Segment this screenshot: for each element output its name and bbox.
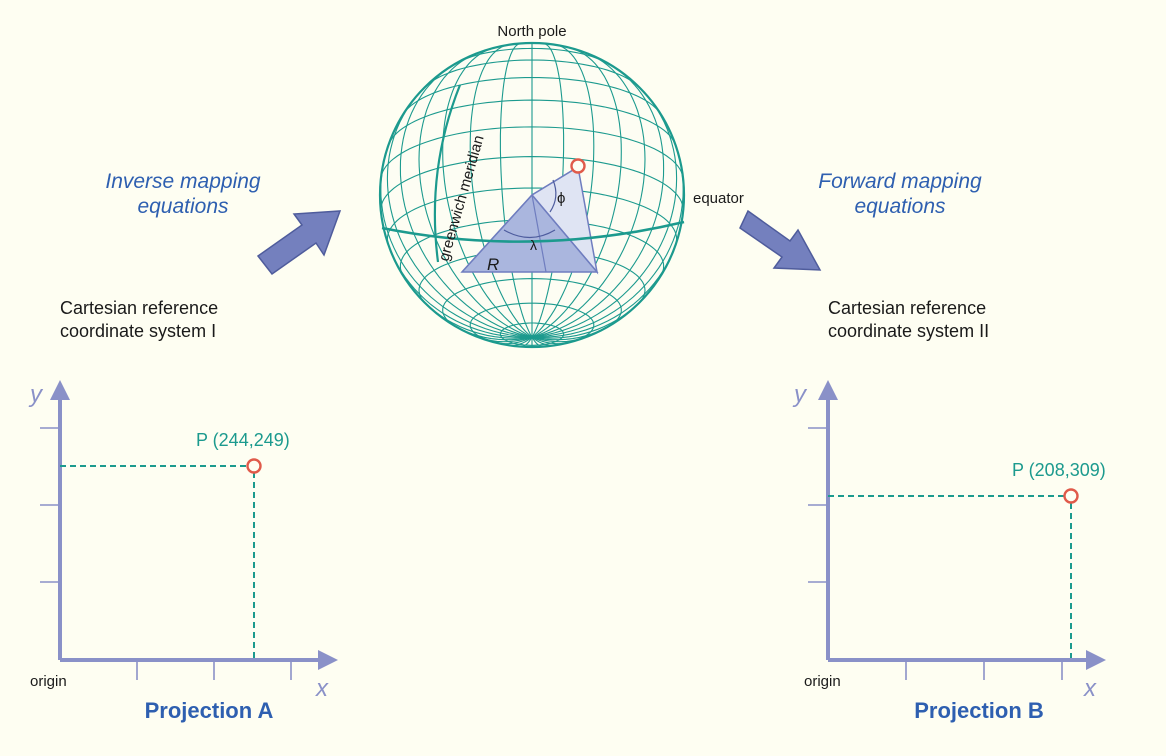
system-a-caption-line2: coordinate system I <box>60 321 216 341</box>
equator-label: equator <box>693 190 744 207</box>
meridian-line <box>418 53 533 338</box>
parallel-line <box>404 76 660 113</box>
parallel-line <box>499 322 565 346</box>
phi-label: ϕ <box>557 190 565 207</box>
meridian-line <box>499 43 533 338</box>
inverse-mapping-line1: Inverse mapping <box>105 170 261 193</box>
meridian-line <box>531 336 555 346</box>
meridian-line <box>531 336 544 348</box>
system-b-caption-line2: coordinate system II <box>828 321 989 341</box>
forward-mapping-line2: equations <box>854 195 946 218</box>
parallel-line <box>442 278 622 327</box>
meridian-line <box>531 325 610 341</box>
projection-b-axes <box>808 380 1106 680</box>
forward-arrow <box>739 209 822 271</box>
projection-b-point-marker <box>1063 488 1079 504</box>
meridian-line <box>454 325 533 341</box>
projection-a-point-marker <box>246 458 262 474</box>
projection-b-y-label: y <box>792 381 808 408</box>
equator-line <box>381 220 685 243</box>
parallel-line <box>456 47 608 64</box>
north-pole-label: North pole <box>497 23 566 40</box>
meridian-line <box>442 48 533 338</box>
projection-b-origin-label: origin <box>804 673 841 690</box>
projection-b-title: Projection B <box>914 698 1044 723</box>
projection-a-x-label: x <box>315 675 329 702</box>
projection-a-title: Projection A <box>145 698 274 723</box>
meridian-line <box>469 44 533 338</box>
projection-b-x-label: x <box>1083 675 1097 702</box>
meridian-line <box>531 48 622 338</box>
lambda-label: λ <box>530 237 537 253</box>
parallel-line <box>380 126 684 178</box>
parallel-line <box>426 59 638 87</box>
system-a-caption-line1: Cartesian reference <box>60 298 218 318</box>
meridian-line <box>531 152 684 338</box>
meridian-line <box>531 53 646 338</box>
meridian-line <box>399 67 533 338</box>
system-b-caption-line1: Cartesian reference <box>828 298 986 318</box>
parallel-line <box>500 42 564 47</box>
meridian-line <box>531 67 665 338</box>
inverse-mapping-line2: equations <box>137 195 229 218</box>
parallel-line <box>469 302 595 344</box>
meridian-line <box>531 43 565 338</box>
forward-mapping-line1: Forward mapping <box>818 170 982 193</box>
globe-cutaway <box>460 165 599 275</box>
parallel-line <box>388 99 676 144</box>
projection-a-point-label: P (244,249) <box>196 430 290 450</box>
parallel-line <box>380 156 684 210</box>
meridian-line <box>520 336 533 348</box>
projection-a-y-label: y <box>28 381 44 408</box>
meridian-line <box>380 152 533 338</box>
projection-a-axes <box>40 380 338 680</box>
projection-b-point-label: P (208,309) <box>1012 460 1106 480</box>
graticule <box>380 42 684 348</box>
globe: North pole equator greenwich meridian R … <box>378 23 744 349</box>
greenwich-meridian-line <box>433 84 462 263</box>
inverse-arrow <box>256 210 342 276</box>
projection-a-origin-label: origin <box>30 673 67 690</box>
globe-point-marker <box>570 158 586 174</box>
meridian-line <box>531 44 595 338</box>
radius-label: R <box>487 255 499 274</box>
meridian-line <box>509 336 533 346</box>
